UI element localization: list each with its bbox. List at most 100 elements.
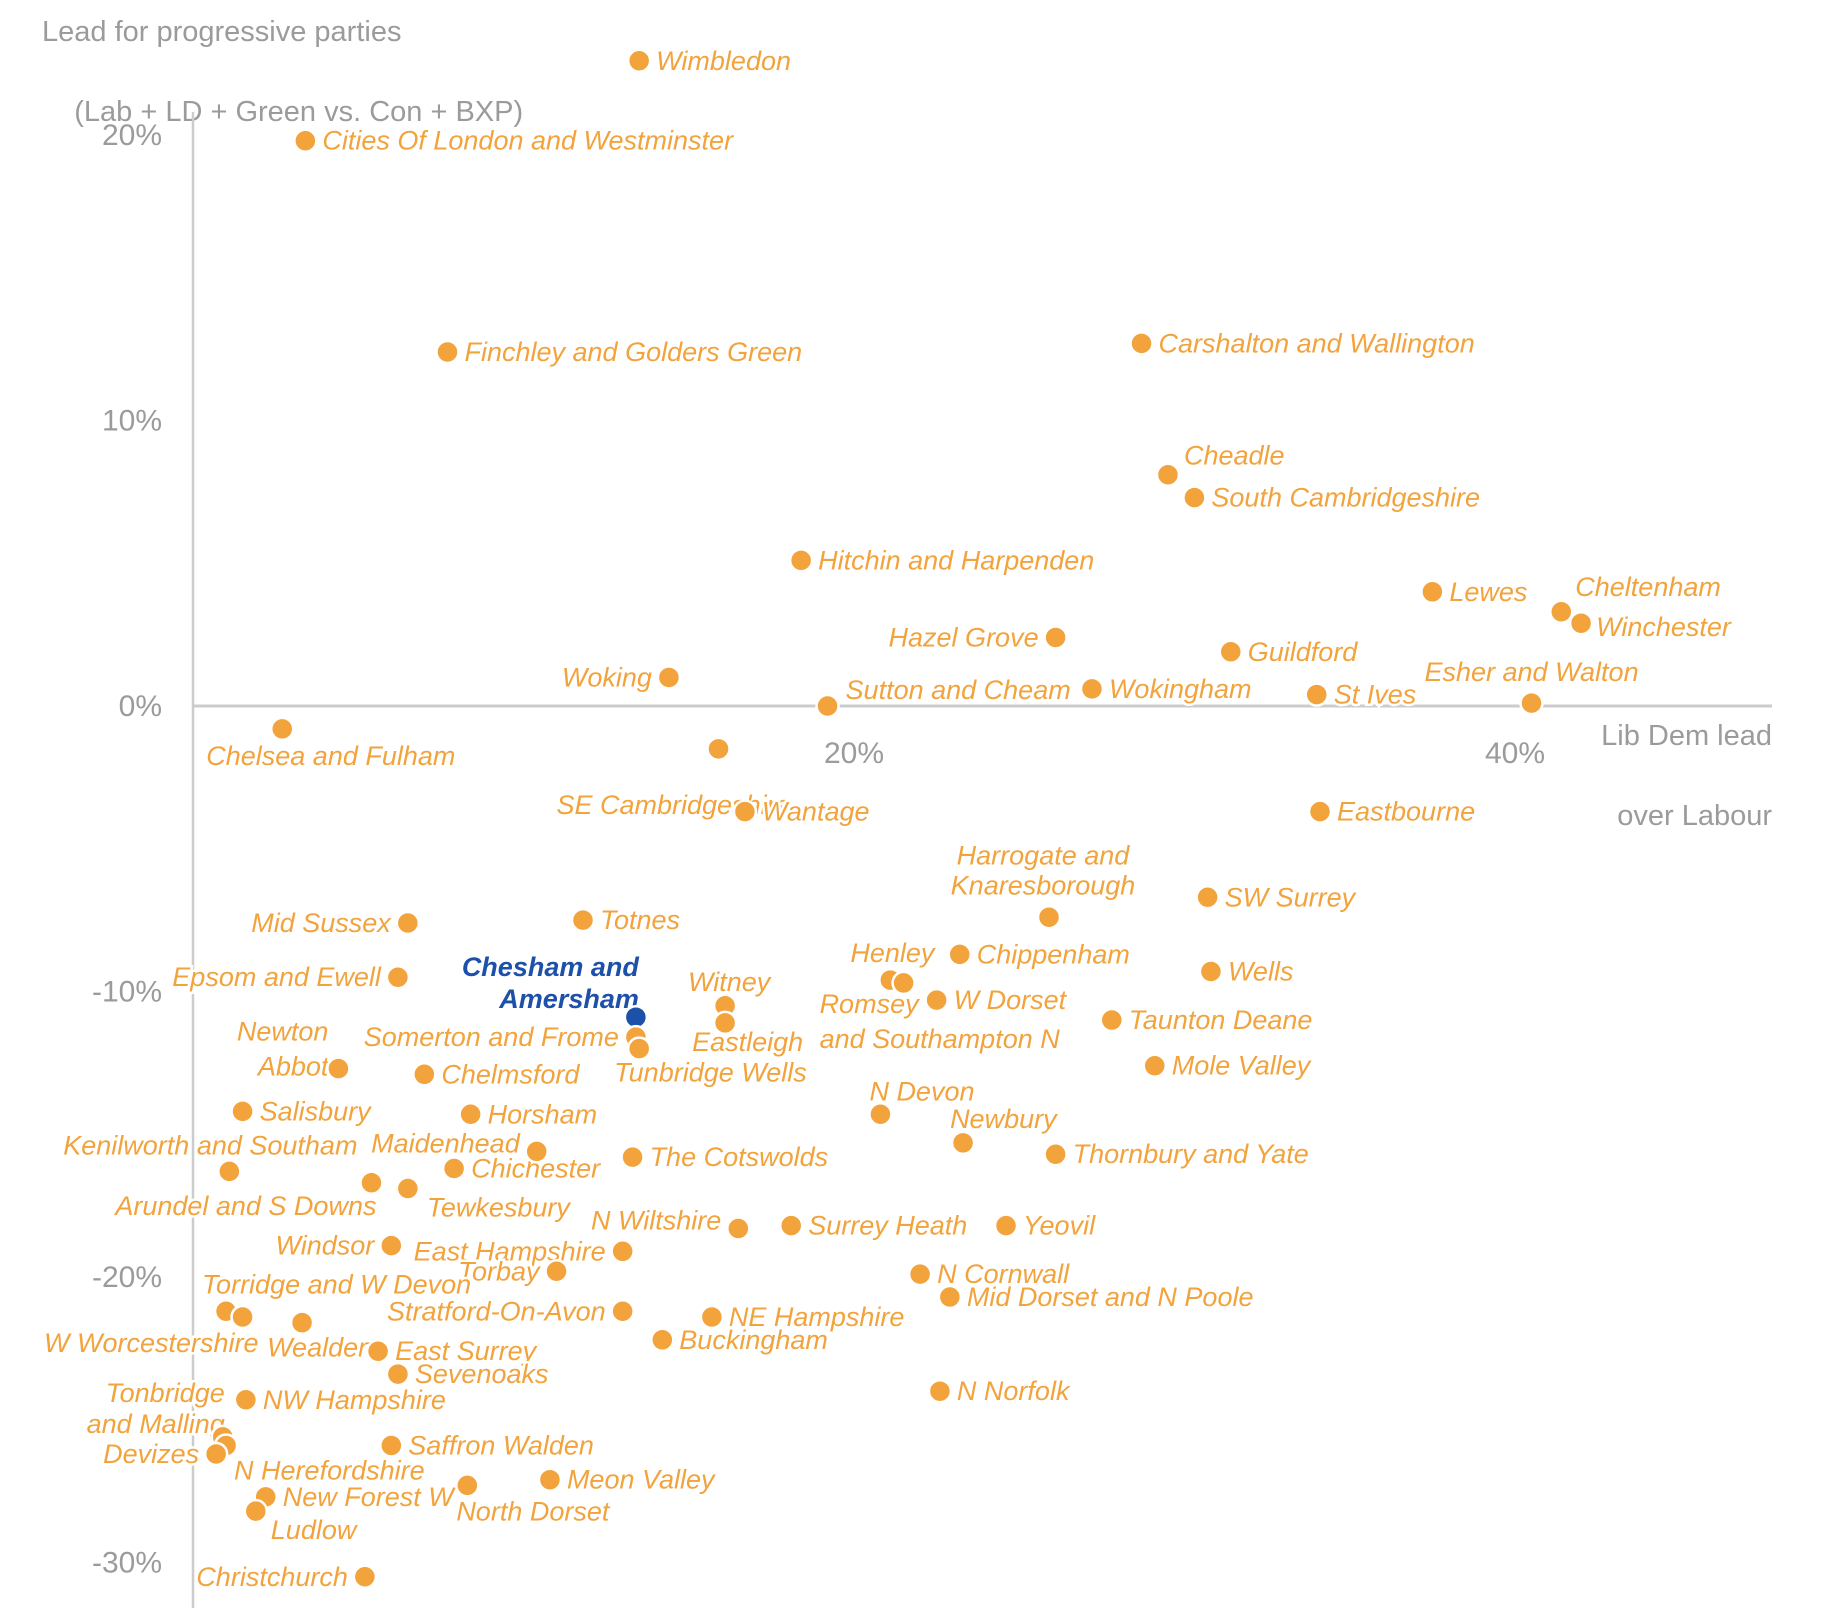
point-label: Carshalton and Wallington [1159,328,1475,358]
data-point [412,1062,437,1087]
data-point [1043,625,1068,650]
point-label: Newbury [950,1104,1058,1134]
data-point [891,970,916,996]
data-point [1549,599,1574,625]
point-label: Somerton and Frome [364,1022,619,1052]
data-point [788,548,814,573]
point-label: Yeovil [1023,1211,1096,1241]
point-label: Knaresborough [951,870,1136,900]
data-point [868,1102,893,1127]
point-label: Mid Sussex [251,908,392,938]
data-point [1568,610,1594,636]
point-label: Chelmsford [441,1059,580,1089]
point-label: Wantage [762,797,870,827]
point-label: Epsom and Ewell [172,962,382,992]
data-point [610,1299,635,1324]
chart-title-line1: Lead for progressive parties [42,16,402,48]
data-point [732,799,758,824]
point-label: Arundel and S Downs [113,1191,376,1221]
data-point [217,1159,242,1184]
point-label: Taunton Deane [1129,1005,1313,1035]
data-point [626,48,652,74]
point-label: N Wiltshire [591,1205,721,1235]
point-label: Newton [237,1017,329,1047]
data-point [395,1176,421,1201]
data-point [1043,1141,1068,1167]
data-point [815,693,840,719]
data-point [1304,682,1329,707]
data-point [269,716,295,742]
data-point [937,1284,963,1310]
point-label: St Ives [1334,680,1417,710]
data-point [385,964,411,990]
data-point [620,1144,645,1170]
point-label: Esher and Walton [1424,657,1638,687]
point-label: Cheltenham [1575,572,1721,602]
point-label: N Norfolk [957,1376,1071,1406]
point-label: Maidenhead [371,1128,521,1158]
point-label: The Cotswolds [650,1142,829,1172]
point-label: Saffron Walden [408,1430,594,1460]
data-point [1519,690,1544,716]
y-tick-label: 0% [119,690,162,723]
data-point [441,1156,467,1181]
point-label: Meon Valley [567,1465,716,1495]
data-point [1129,331,1154,356]
point-label: Thornbury and Yate [1073,1139,1309,1169]
point-label: Surrey Heath [808,1211,967,1241]
point-label: Totnes [600,905,680,935]
data-point [395,910,421,936]
point-label: Lewes [1449,577,1527,607]
x-axis-title-line1: Lib Dem lead [1601,720,1772,752]
data-point [924,987,949,1013]
point-label: Tewkesbury [427,1192,572,1222]
chart-title-line2: (Lab + LD + Green vs. Con + BXP) [74,96,524,128]
y-tick-label: 10% [102,405,162,438]
point-label: Stratford-On-Avon [387,1296,606,1326]
data-point [326,1056,351,1081]
point-label: Ludlow [271,1515,358,1545]
point-label: Guildford [1248,637,1359,667]
data-point [365,1338,391,1364]
data-point [1420,579,1445,605]
point-label: Harrogate and [957,840,1131,870]
data-point [947,942,973,967]
x-axis-title: Lib Dem lead over Labour [1585,716,1772,836]
data-point [230,1099,255,1124]
point-label: and Malling [87,1409,225,1439]
point-label: NW Hampshire [263,1385,446,1415]
data-point [537,1467,563,1492]
data-point [1099,1007,1125,1033]
data-point [524,1139,549,1164]
data-point [778,1213,804,1238]
point-label: Torridge and W Devon [202,1269,471,1299]
data-point [927,1378,953,1404]
data-point [1155,462,1181,487]
point-label: W Worcestershire [44,1328,259,1358]
point-label: Eastbourne [1337,797,1475,827]
y-tick-label: -10% [92,976,162,1009]
highlight-data-point [623,1004,649,1030]
point-label: East Hampshire [414,1236,606,1266]
point-label: Sutton and Cheam [846,675,1071,705]
data-point [203,1441,229,1467]
x-tick-label: 40% [1485,737,1545,770]
data-point [950,1130,976,1156]
point-label: Tonbridge [106,1378,225,1408]
point-label: Salisbury [260,1096,373,1126]
point-label: Woking [562,662,652,692]
point-label: Horsham [488,1099,598,1129]
point-label: Kenilworth and Southam [63,1130,357,1160]
data-point [699,1304,725,1330]
data-point [1195,885,1220,910]
point-label: SW Surrey [1225,882,1357,912]
point-label: Tunbridge Wells [614,1058,807,1088]
point-label: New Forest W [283,1482,457,1512]
point-label: Winchester [1596,612,1732,642]
data-point [233,1387,259,1413]
data-point [379,1433,404,1458]
data-point [1307,799,1333,824]
point-label: Wimbledon [656,46,791,76]
